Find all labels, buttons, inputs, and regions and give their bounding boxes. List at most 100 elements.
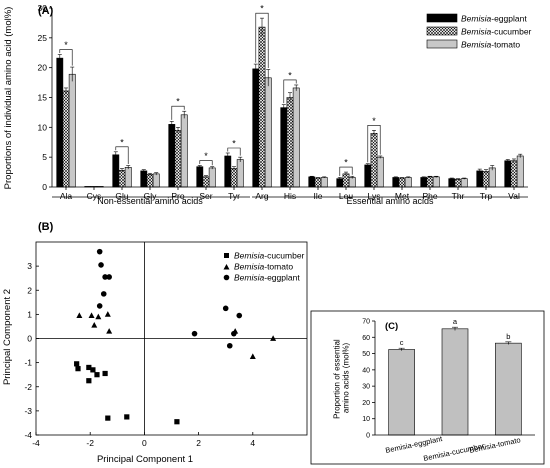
- bar-thr-eggplant: [448, 178, 456, 188]
- point-eggplant: [226, 342, 233, 349]
- significance-letter: a: [453, 317, 458, 326]
- y-tick-label: -4: [24, 430, 32, 440]
- point-tomato: [88, 312, 95, 318]
- bar-ala-eggplant: [56, 57, 64, 188]
- legend-label-tomato: Bemisia-tomato: [234, 262, 293, 272]
- panel-b-label: (B): [38, 221, 54, 233]
- x-tick-label: Leu: [339, 191, 353, 201]
- essential-group-label: Essential amino acids: [346, 196, 434, 206]
- point-cucumber: [75, 366, 81, 372]
- significance-mark: *: [260, 4, 264, 14]
- panel-b-legend: Bemisia-cucumber Bemisia-tomato Bemisia-…: [223, 251, 305, 283]
- bar-val-eggplant: [504, 160, 512, 188]
- y-tick-label: -3: [24, 406, 32, 416]
- bar-ser-cucumber: [202, 176, 210, 188]
- panel-c-y-axis-label: Proportion of essential amino acids (mol…: [333, 337, 351, 419]
- point-eggplant: [236, 312, 243, 319]
- bar-met-cucumber: [398, 177, 406, 188]
- significance-bracket: [171, 105, 185, 120]
- x-tick-label: -2: [86, 438, 94, 448]
- panel-b-y-axis-label: Principal Component 2: [2, 289, 13, 385]
- bar-ile-tomato: [320, 177, 328, 188]
- legend-label-tomato: Bemisia-tomato: [461, 40, 520, 50]
- point-eggplant: [102, 274, 108, 280]
- point-tomato: [270, 335, 277, 341]
- bar-val-cucumber: [510, 160, 518, 188]
- point-eggplant: [191, 330, 198, 337]
- panel-a-bar-chart: (A) Proportions of individual amino acid…: [3, 3, 532, 206]
- legend-swatch-cucumber: [426, 26, 458, 36]
- x-tick-label: Gly: [144, 191, 158, 201]
- significance-mark: *: [288, 70, 292, 80]
- bar-met-tomato: [404, 177, 412, 188]
- x-tick-label: -4: [32, 438, 40, 448]
- x-tick-label: Phe: [422, 191, 437, 201]
- point-cucumber: [124, 414, 130, 420]
- bar-tyr-eggplant: [224, 155, 232, 188]
- point-tomato: [95, 313, 102, 320]
- bar-ile-cucumber: [314, 177, 322, 188]
- point-cucumber: [105, 415, 111, 421]
- bar-trp-tomato: [488, 167, 496, 188]
- legend-marker-cucumber: [224, 253, 229, 258]
- significance-mark: *: [176, 97, 180, 107]
- legend-swatch-tomato: [426, 39, 458, 49]
- bar-pro-eggplant: [168, 124, 176, 188]
- bar-leu-tomato: [348, 177, 356, 188]
- y-tick-label: 15: [38, 93, 48, 103]
- non-essential-group-label: Non-essential amino acids: [97, 196, 203, 206]
- y-tick-label: 20: [362, 400, 370, 407]
- point-tomato: [91, 322, 98, 328]
- bar-his-eggplant: [280, 107, 288, 188]
- point-cucumber: [90, 367, 96, 373]
- bar-ser-eggplant: [196, 166, 204, 188]
- bar-phe-tomato: [432, 176, 440, 188]
- bar-lys-tomato: [376, 156, 384, 188]
- y-tick-label: 50: [362, 351, 370, 358]
- bar-pro-tomato: [180, 114, 188, 188]
- panel-a-y-axis-label: Proportions of individual amino acid (mo…: [3, 7, 14, 190]
- x-tick-label: Val: [508, 191, 520, 201]
- significance-letter: c: [400, 338, 404, 347]
- bar-val-tomato: [516, 155, 524, 188]
- bar-ser-tomato: [208, 167, 216, 188]
- legend-swatch-eggplant: [426, 13, 458, 23]
- bar-gly-eggplant: [140, 170, 148, 188]
- bar-arg-eggplant: [252, 68, 260, 188]
- y-tick-label: 0: [366, 433, 370, 440]
- significance-bracket: [227, 147, 241, 156]
- bar-bemisia-tomato: [495, 342, 522, 436]
- bar-arg-tomato: [264, 77, 272, 188]
- x-tick-label: Ala: [60, 191, 73, 201]
- x-tick-label: Ile: [314, 191, 323, 201]
- bar-leu-cucumber: [342, 173, 350, 188]
- significance-mark: *: [344, 158, 348, 168]
- bar-gly-tomato: [152, 173, 160, 188]
- bar-trp-cucumber: [482, 171, 490, 188]
- significance-mark: *: [204, 151, 208, 161]
- x-tick-label: 2: [196, 438, 201, 448]
- point-tomato: [104, 311, 111, 317]
- point-tomato: [249, 353, 256, 359]
- bar-thr-tomato: [460, 178, 468, 188]
- bar-ala-tomato: [68, 73, 76, 188]
- bar-his-tomato: [292, 87, 300, 188]
- significance-bracket: [283, 79, 297, 104]
- y-tick-label: 3: [27, 261, 32, 271]
- x-tick-label: Tyr: [228, 191, 240, 201]
- x-tick-label: 4: [250, 438, 255, 448]
- y-tick-label: 0: [27, 334, 32, 344]
- panel-c-label: (C): [385, 321, 398, 332]
- panel-b-x-axis-label: Principal Component 1: [97, 454, 193, 465]
- panel-a-legend: Bemisia-eggplant Bemisia-cucumber Bemisi…: [426, 13, 532, 50]
- y-tick-label: 40: [362, 367, 370, 374]
- x-tick-label: Glu: [115, 191, 129, 201]
- y-tick-label: 70: [362, 319, 370, 326]
- y-tick-label: 25: [38, 33, 48, 43]
- y-tick-label: 0: [42, 182, 47, 192]
- y-tick-label: 30: [38, 3, 48, 13]
- point-eggplant: [106, 274, 112, 280]
- y-tick-label: 1: [27, 309, 32, 319]
- legend-marker-tomato: [223, 264, 230, 270]
